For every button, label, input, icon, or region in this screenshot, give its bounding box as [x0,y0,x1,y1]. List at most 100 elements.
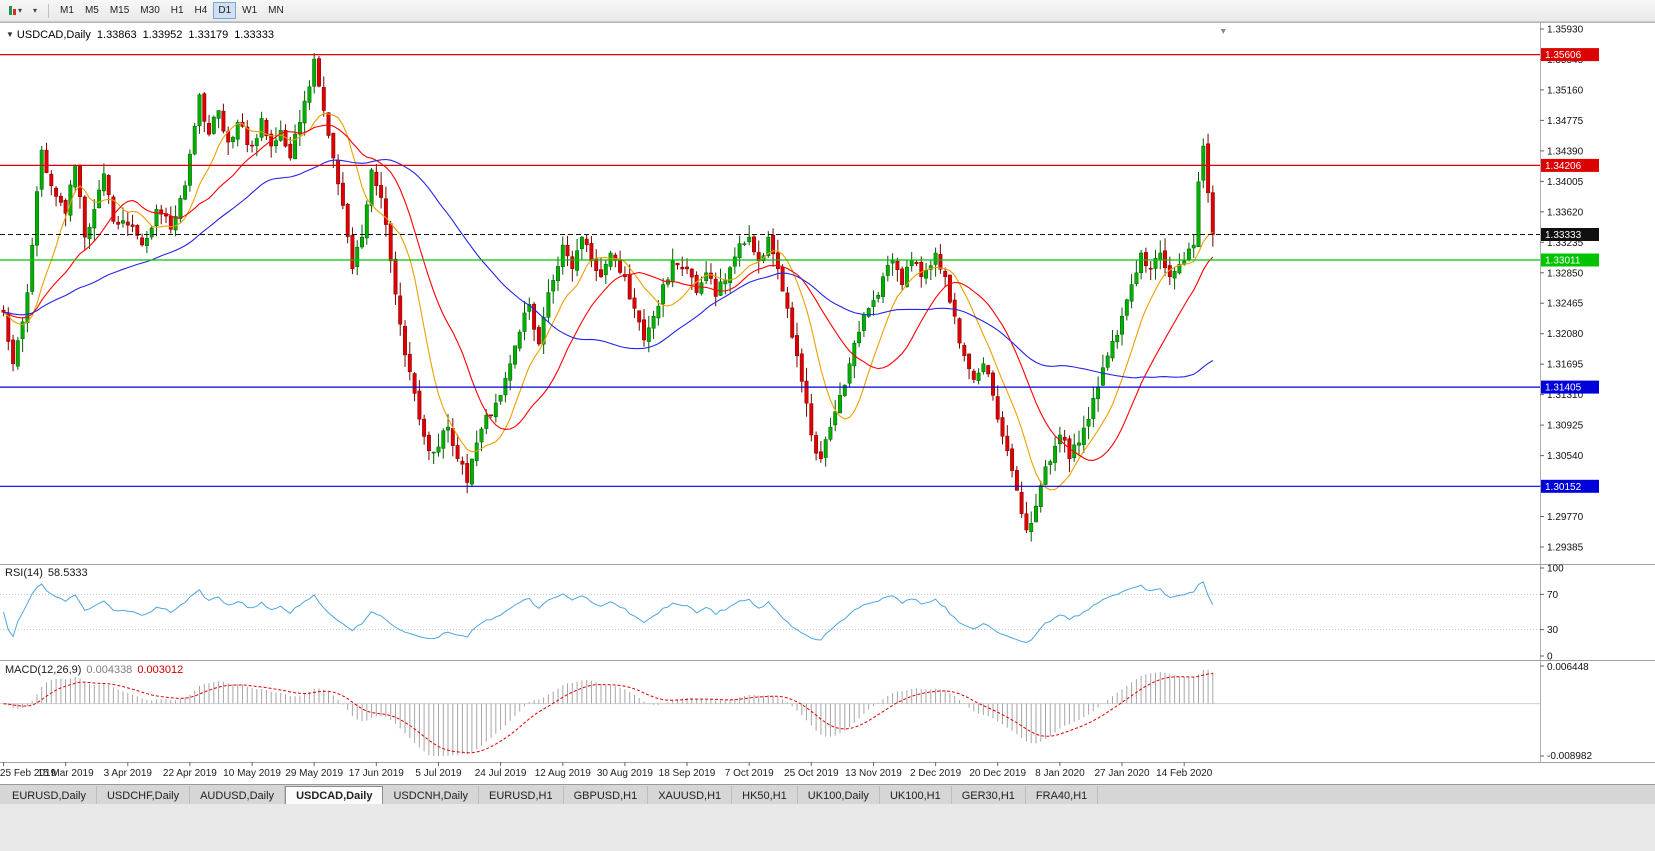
svg-text:100: 100 [1547,564,1564,575]
top-toolbar: ▾ ▾ M1 M5 M15 M30 H1 H4 D1 W1 MN [0,0,1655,22]
svg-text:1.33620: 1.33620 [1547,207,1584,218]
chart-shift-marker-icon [1220,29,1226,34]
svg-text:8 Jan 2020: 8 Jan 2020 [1035,768,1085,779]
ohlc-close: 1.33333 [234,29,274,41]
macd-indicator-label: MACD(12,26,9) 0.004338 0.003012 [5,664,183,676]
macd-signal-line [3,673,1213,754]
toolbar-separator [48,3,50,18]
tab-USDCAD-Daily[interactable]: USDCAD,Daily [285,786,384,805]
timeframe-button-MN[interactable]: MN [263,2,289,19]
svg-text:30: 30 [1547,625,1559,636]
timeframe-button-M30[interactable]: M30 [135,2,164,19]
svg-text:2 Dec 2019: 2 Dec 2019 [910,768,962,779]
svg-text:1.32080: 1.32080 [1547,329,1584,340]
svg-text:17 Jun 2019: 17 Jun 2019 [349,768,404,779]
tab-XAUUSD-H1[interactable]: XAUUSD,H1 [648,786,733,805]
svg-text:0.006448: 0.006448 [1547,662,1589,673]
svg-text:1.33333: 1.33333 [1545,230,1582,241]
horizontal-level-lines[interactable] [0,54,1540,487]
macd-histogram [3,669,1214,756]
rsi-name: RSI(14) [5,567,43,579]
tab-USDCHF-Daily[interactable]: USDCHF,Daily [96,786,191,805]
tab-EURUSD-Daily[interactable]: EURUSD,Daily [2,786,97,805]
status-area [0,804,1655,851]
chart-window[interactable]: 1.359301.355451.351601.347751.343901.340… [0,22,1655,785]
rsi-axis[interactable]: 100 70 30 0 [1540,564,1564,663]
svg-text:1.31695: 1.31695 [1547,360,1584,371]
svg-text:22 Apr 2019: 22 Apr 2019 [163,768,217,779]
svg-text:1.34775: 1.34775 [1547,116,1584,127]
svg-text:1.30540: 1.30540 [1547,451,1584,462]
svg-text:18 Sep 2019: 18 Sep 2019 [659,768,716,779]
svg-text:12 Aug 2019: 12 Aug 2019 [535,768,592,779]
macd-axis[interactable]: 0.006448 -0.008982 [1540,662,1592,762]
svg-text:25 Oct 2019: 25 Oct 2019 [784,768,839,779]
svg-text:1.29770: 1.29770 [1547,512,1584,523]
tab-UK100-H1[interactable]: UK100,H1 [879,786,952,805]
rsi-line [3,581,1214,644]
candlestick-series [1,53,1215,542]
chart-symbol: USDCAD,Daily [16,29,91,41]
tab-UK100-Daily[interactable]: UK100,Daily [797,786,880,805]
ohlc-low: 1.33179 [188,29,229,41]
svg-text:5 Jul 2019: 5 Jul 2019 [415,768,462,779]
svg-text:13 Nov 2019: 13 Nov 2019 [845,768,902,779]
svg-text:-0.008982: -0.008982 [1547,751,1592,762]
svg-text:1.34206: 1.34206 [1545,161,1582,172]
ma-line-50 [3,158,1214,379]
svg-text:1.35930: 1.35930 [1547,25,1584,36]
svg-text:20 Dec 2019: 20 Dec 2019 [969,768,1026,779]
svg-text:70: 70 [1547,590,1559,601]
rsi-indicator-label: RSI(14) 58.5333 [5,567,88,579]
tab-FRA40-H1[interactable]: FRA40,H1 [1025,786,1099,805]
chart-title: ▼ USDCAD,Daily 1.33863 1.33952 1.33179 1.3333… [6,29,274,41]
chart-type-dropdown[interactable]: ▾ [4,2,27,20]
svg-text:29 May 2019: 29 May 2019 [285,768,343,779]
svg-text:15 Mar 2019: 15 Mar 2019 [38,768,95,779]
timeframe-button-H4[interactable]: H4 [190,2,213,19]
timeframe-button-M15[interactable]: M15 [105,2,134,19]
tab-AUDUSD-Daily[interactable]: AUDUSD,Daily [190,786,286,805]
moving-average-lines [3,112,1214,491]
svg-text:1.35160: 1.35160 [1547,85,1584,96]
svg-text:0: 0 [1547,652,1553,663]
candlestick-chart-icon [9,6,16,15]
chart-tabbar: EURUSD,Daily USDCHF,Daily AUDUSD,Daily USDC… [0,784,1655,805]
chart-canvas[interactable]: 1.359301.355451.351601.347751.343901.340… [0,23,1655,785]
macd-main-value: 0.004338 [86,664,133,676]
svg-text:14 Feb 2020: 14 Feb 2020 [1156,768,1213,779]
tab-GER30-H1[interactable]: GER30,H1 [951,786,1026,805]
price-level-badges: 1.35606 1.34206 1.33333 1.33011 1.31405 1.301… [1541,48,1599,493]
svg-text:1.34390: 1.34390 [1547,146,1584,157]
timeframe-button-M1[interactable]: M1 [55,2,79,19]
toolbar-dropdown-2[interactable]: ▾ [28,2,42,20]
macd-signal-value: 0.003012 [137,664,184,676]
chart-menu-icon: ▼ [6,30,14,39]
macd-name: MACD(12,26,9) [5,664,82,676]
chevron-down-icon: ▾ [18,5,23,15]
svg-text:1.30152: 1.30152 [1545,482,1582,493]
svg-text:27 Jan 2020: 27 Jan 2020 [1094,768,1149,779]
svg-text:1.33235: 1.33235 [1547,238,1584,249]
ohlc-open: 1.33863 [96,29,137,41]
svg-text:1.35606: 1.35606 [1545,50,1582,61]
tab-GBPUSD-H1[interactable]: GBPUSD,H1 [563,786,649,805]
tab-EURUSD-H1[interactable]: EURUSD,H1 [479,786,564,805]
svg-text:25 Feb 2019: 25 Feb 2019 [0,768,57,779]
chevron-down-icon: ▾ [33,5,38,15]
svg-text:7 Oct 2019: 7 Oct 2019 [725,768,774,779]
rsi-value: 58.5333 [47,567,88,579]
tab-HK50-H1[interactable]: HK50,H1 [732,786,798,805]
svg-text:1.31405: 1.31405 [1545,383,1582,394]
tab-USDCNH-Daily[interactable]: USDCNH,Daily [383,786,480,805]
svg-text:1.32465: 1.32465 [1547,299,1584,310]
svg-text:1.29385: 1.29385 [1547,543,1584,554]
ma-line-10 [3,112,1214,491]
timeframe-button-W1[interactable]: W1 [237,2,262,19]
timeframe-button-M5[interactable]: M5 [80,2,104,19]
timeframe-button-D1[interactable]: D1 [213,2,237,19]
svg-text:1.31310: 1.31310 [1547,390,1584,401]
timeframe-button-H1[interactable]: H1 [166,2,189,19]
